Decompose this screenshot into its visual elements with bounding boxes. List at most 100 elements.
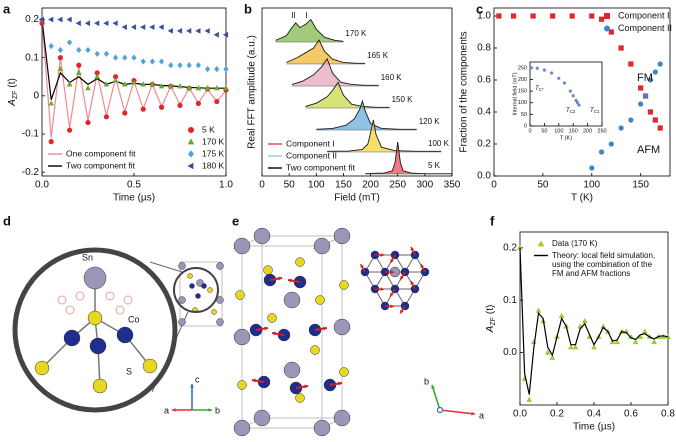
data-point <box>535 307 542 313</box>
x-axis-label: T (K) <box>571 193 593 204</box>
axis-label: a <box>164 405 169 415</box>
data-point <box>510 13 517 19</box>
legend-marker <box>188 150 194 158</box>
data-point <box>113 74 119 80</box>
data-point <box>214 98 220 105</box>
data-point <box>632 338 639 345</box>
x-tick-label: 100 <box>308 180 325 191</box>
data-point <box>149 81 156 87</box>
data-point <box>657 125 663 131</box>
y-axis-label-unit: (t) <box>7 78 18 87</box>
y-tick-label: 0.2 <box>503 242 517 253</box>
inset-annotation: TC* <box>535 86 544 93</box>
zoom-circle <box>12 247 178 413</box>
data-point <box>569 13 575 19</box>
y-axis-label-unit: (t) <box>485 305 496 314</box>
data-point <box>177 62 183 69</box>
co-atom <box>89 337 107 355</box>
y-tick-label: 0.8 <box>477 43 491 54</box>
x-axis-label: Time (µs) <box>113 193 155 204</box>
plot-frame <box>529 61 603 127</box>
x-tick-label: 0.0 <box>513 409 527 420</box>
panel-letter: b <box>244 1 252 16</box>
atom-label: Sn <box>82 252 93 262</box>
data-point <box>571 94 575 98</box>
data-point <box>575 101 580 105</box>
data-point <box>85 46 91 54</box>
spectrum-line <box>316 99 417 130</box>
axis-arrow <box>431 384 441 411</box>
x-tick-label: 50 <box>537 180 549 191</box>
s-atom <box>295 393 305 403</box>
y-tick-label: 0.6 <box>477 75 491 86</box>
legend-label: Two component fit <box>286 162 356 172</box>
data-point <box>598 16 605 22</box>
highlight-circle <box>173 267 219 313</box>
legend-label: 5 K <box>202 124 215 134</box>
spectrum-label: 5 K <box>428 161 441 170</box>
data-point <box>140 81 147 87</box>
annotation-sub: C* <box>539 87 544 92</box>
data-point <box>159 58 165 65</box>
data-point <box>572 344 579 350</box>
legend-marker <box>187 162 194 170</box>
data-point <box>591 344 597 350</box>
y-tick-label: 0.0 <box>477 171 491 182</box>
sn-atom <box>313 419 331 437</box>
data-point <box>213 31 219 38</box>
data-point <box>589 165 595 171</box>
spectrum-line <box>365 141 452 175</box>
axis-arrow-head <box>471 411 475 416</box>
ring <box>105 291 115 301</box>
y-tick-label: 150 <box>518 89 527 95</box>
spectrum-line <box>291 57 379 86</box>
legend-label: 180 K <box>202 160 225 170</box>
x-tick-label: 150 <box>569 128 578 134</box>
spin-arrow-head <box>278 276 282 281</box>
axis-label: c <box>195 374 200 384</box>
axis-label: b <box>215 405 220 415</box>
y-tick-label: 0.2 <box>477 139 491 150</box>
data-point <box>205 65 211 73</box>
annotation: AFM <box>637 144 660 156</box>
data-point <box>647 109 654 115</box>
data-point <box>57 65 64 72</box>
annotation-main: T <box>566 108 571 114</box>
x-tick-label: 150 <box>632 180 649 191</box>
x-axis-label: Time (µs) <box>573 422 615 433</box>
panel-letter: d <box>3 213 11 228</box>
data-point <box>103 114 109 120</box>
y-tick-label: 0.0 <box>503 347 517 358</box>
y-tick-label: -0.2 <box>22 167 40 178</box>
data-point <box>122 54 128 61</box>
spin-arrow-head <box>410 281 415 286</box>
spectrum-line <box>327 119 442 152</box>
sn-atom <box>253 227 271 245</box>
data-point <box>581 318 588 324</box>
spectrum-area <box>286 40 366 64</box>
fit-line <box>519 247 669 395</box>
sn-atom <box>216 262 224 270</box>
data-point <box>517 244 523 250</box>
co-atom <box>201 283 207 289</box>
s-atom <box>34 360 50 376</box>
data-point <box>177 102 183 108</box>
s-atom <box>142 358 158 374</box>
axis-arrow-head <box>208 408 212 412</box>
y-axis-label-main: A <box>7 99 18 107</box>
y-tick-label: 0 <box>524 123 527 129</box>
data-point <box>577 103 581 107</box>
data-point <box>574 98 578 102</box>
y-tick-label: 0 <box>33 90 39 101</box>
spectrum-label: 160 K <box>381 73 403 82</box>
spin-arrow-head <box>400 309 404 314</box>
data-point <box>75 69 82 75</box>
x-tick-label: 0 <box>259 180 265 191</box>
spin-arrow-head <box>272 331 276 336</box>
data-point <box>195 85 202 91</box>
sn-atom <box>178 318 186 326</box>
spectrum-area <box>291 58 379 86</box>
data-point <box>131 79 137 85</box>
annotation: FM <box>637 72 653 84</box>
